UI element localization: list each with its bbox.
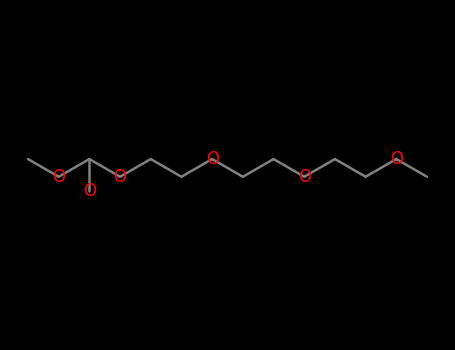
Text: O: O xyxy=(52,168,65,186)
Text: O: O xyxy=(390,150,403,168)
Text: O: O xyxy=(114,168,126,186)
Text: O: O xyxy=(206,150,219,168)
Text: O: O xyxy=(83,182,96,200)
Text: O: O xyxy=(298,168,311,186)
